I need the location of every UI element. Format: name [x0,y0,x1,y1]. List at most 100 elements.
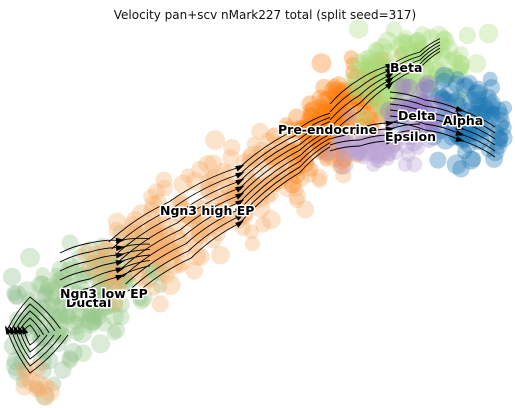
cell-point [348,143,366,161]
cell-point [357,54,377,74]
cell-point [28,374,49,395]
cell-point [326,88,343,105]
cell-point [435,72,452,89]
cell-point [21,292,37,308]
cell-point [99,299,115,316]
cell-point [91,287,109,304]
cell-point [434,89,450,105]
cell-point [91,298,111,318]
cell-point [217,196,234,213]
cell-point [407,32,426,51]
cell-point [245,151,262,168]
cell-point [244,236,260,252]
streamline-arrowhead [235,164,245,172]
cell-point [364,143,382,161]
cell-point [107,277,123,293]
streamline-arrowhead [235,192,245,200]
cell-point [35,341,54,360]
cell-point [61,351,79,369]
cell-point [304,100,321,117]
cell-point [388,144,404,160]
cell-point [94,237,112,255]
cell-point [185,262,203,280]
cell-point [69,326,85,342]
cell-point [439,39,458,59]
cell-point [96,316,112,332]
cell-point [185,172,205,191]
cell-point [167,243,185,261]
streamline [329,117,421,134]
cell-point [295,153,315,173]
cell-point [313,106,334,127]
cell-point [37,285,55,303]
cell-point [6,350,27,371]
cell-point [211,245,230,265]
cell-point [107,295,124,312]
cell-point [334,93,355,113]
streamline-arrowhead [235,206,245,214]
cell-point [399,74,419,95]
cell-point [244,224,259,240]
cell-point [251,198,271,218]
cell-point [422,69,439,86]
cell-point [186,246,206,266]
cell-point [461,121,478,138]
cell-point [160,240,178,258]
cell-point [40,278,56,295]
cell-point [65,263,84,283]
cell-point [89,292,108,310]
cell-point [494,117,509,132]
cell-point [369,151,386,169]
cell-point [262,142,282,162]
cell-point [102,256,118,273]
cell-point [458,26,476,45]
cell-point [91,283,107,299]
cell-point [498,100,513,115]
cell-point [355,72,371,88]
cell-point [415,58,434,78]
cell-point [290,143,310,163]
cell-point [247,180,267,200]
cell-point [356,145,373,162]
cell-point [419,129,439,148]
cell-point [151,295,169,313]
cell-point [451,89,469,107]
cell-point [312,98,331,117]
cell-point [71,279,91,299]
cell-point [72,323,93,343]
cell-point [366,67,382,83]
cell-point [33,275,52,294]
cell-point [51,325,68,341]
cell-point [452,96,467,111]
cell-point [347,69,367,89]
streamline-arrowhead [115,274,125,281]
cell-point [383,91,398,106]
cell-point [53,269,73,289]
cell-point [386,90,403,106]
cell-point [213,189,228,205]
cell-point [340,107,357,124]
cell-point [172,259,187,274]
cell-point [361,85,382,106]
cell-point [467,83,488,104]
cell-point [414,26,431,44]
cell-point [35,299,50,314]
streamline-arrowhead [115,267,125,274]
cell-point [182,209,202,228]
cell-point [489,124,505,139]
cell-point [148,242,163,257]
cell-point [81,308,96,323]
cell-point [494,130,509,145]
cell-point [485,150,503,168]
cell-point [427,69,442,85]
streamline-arrowhead [385,120,395,127]
cell-point [108,322,126,339]
cell-point [436,103,456,123]
cell-point [358,140,374,157]
cell-point [333,110,351,128]
cell-point [349,137,370,158]
cell-point [289,192,305,209]
cell-point [328,109,346,127]
cell-point [356,150,371,165]
